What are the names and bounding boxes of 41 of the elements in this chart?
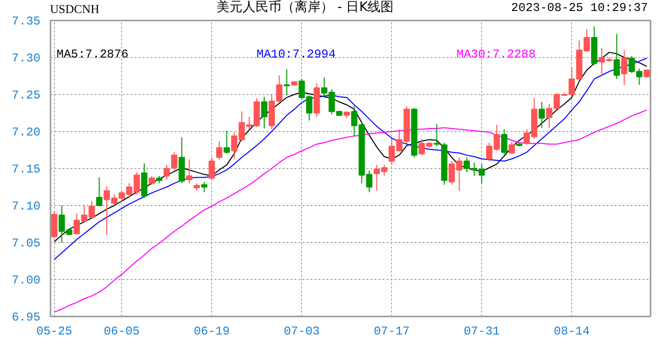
- candlestick: [621, 50, 628, 86]
- candlestick: [434, 124, 440, 147]
- candlestick: [171, 152, 178, 170]
- chart-title: 美元人民币（离岸） - 日K线图: [215, 0, 395, 17]
- y-tick-label: 7.25: [12, 88, 41, 102]
- y-tick-label: 7.30: [12, 52, 41, 66]
- x-tick-label: 08-14: [554, 324, 590, 338]
- x-tick-label: 07-17: [374, 324, 410, 338]
- text: MA30:7.2288: [456, 48, 536, 62]
- chart-subtitle: USDCNH: [50, 1, 100, 18]
- y-tick-label: 7.35: [12, 14, 41, 28]
- x-tick-label: 06-19: [194, 324, 230, 338]
- candlestick: [216, 140, 222, 160]
- y-tick-label: 7.00: [12, 274, 41, 288]
- candlestick: [284, 68, 290, 96]
- x-tick-label: 05-25: [36, 324, 72, 338]
- candlestick: [201, 181, 208, 193]
- y-tick-label: 7.20: [12, 126, 41, 140]
- candlestick: [178, 136, 185, 184]
- text: 2023-08-25 10:29:37: [511, 0, 648, 17]
- text: MA10:7.2994: [256, 48, 336, 62]
- line-series: [54, 110, 648, 313]
- candlestick: [224, 130, 230, 154]
- x-tick-label: 07-31: [464, 324, 500, 338]
- candlestick: [96, 176, 102, 207]
- candlestick: [208, 156, 215, 180]
- x-tick-label: 07-03: [284, 324, 320, 338]
- candlestick: [538, 101, 545, 128]
- y-tick-label: 7.05: [12, 236, 41, 250]
- text: MA5:7.2876: [56, 48, 129, 62]
- candlestick: [186, 159, 192, 184]
- candlestick: [501, 128, 508, 155]
- candlestick: [164, 164, 170, 180]
- candlestick: [141, 162, 148, 199]
- candlestick: [614, 33, 620, 80]
- y-tick-label: 6.95: [12, 310, 41, 324]
- y-tick-label: 7.15: [12, 162, 41, 176]
- y-tick-label: 7.10: [12, 200, 41, 214]
- x-tick-label: 06-05: [104, 324, 140, 338]
- candlestick: [261, 96, 268, 130]
- candlestick: [51, 210, 58, 239]
